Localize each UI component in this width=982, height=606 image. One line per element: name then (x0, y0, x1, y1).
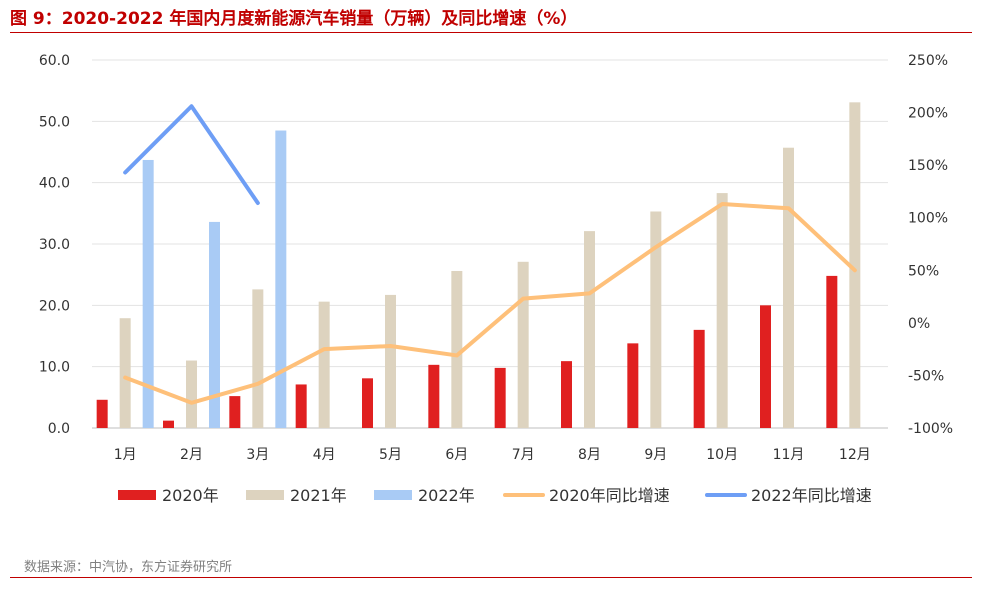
category-label: 7月 (512, 447, 535, 463)
bar-2020年 (561, 361, 572, 428)
bar-2020年 (295, 384, 307, 428)
bar-2020年 (826, 275, 838, 428)
bar-2020年 (627, 343, 639, 428)
line-2022年同比增速 (123, 104, 260, 205)
right-axis-tick-label: -100% (908, 421, 953, 437)
legend-label: 2020年 (162, 486, 219, 505)
bar-2020年 (163, 420, 174, 428)
legend: 2020年 2021年 2022年 2020年同比增速 2022年同比增速 (118, 486, 872, 505)
category-label: 3月 (246, 447, 269, 463)
left-axis-tick-label: 0.0 (48, 421, 70, 437)
legend-label: 2021年 (290, 486, 347, 505)
bar-2021年 (451, 270, 463, 428)
left-axis-tick-label: 30.0 (39, 237, 70, 253)
bar-2020年 (760, 305, 771, 428)
axes: 0.0 10.0 20.0 30.0 40.0 50.0 60.0 -100% -50% 0% 50… (39, 53, 953, 463)
right-axis-tick-label: -50% (908, 368, 944, 384)
bar-2021年 (252, 289, 264, 428)
right-axis-tick-label: 100% (908, 211, 948, 227)
category-label: 6月 (445, 447, 468, 463)
category-label: 2月 (180, 447, 203, 463)
legend-label: 2022年 (418, 486, 475, 505)
left-axis-tick-label: 60.0 (39, 53, 70, 69)
bar-2021年 (385, 294, 396, 428)
left-axis-tick-label: 20.0 (39, 298, 70, 314)
bar-2021年 (186, 360, 197, 428)
bar-2020年 (96, 399, 108, 428)
category-label: 8月 (578, 447, 601, 463)
line-2020年同比增速 (123, 202, 857, 405)
bar-2021年 (650, 211, 662, 428)
bar-2021年 (716, 193, 728, 428)
bar-2021年 (119, 318, 131, 428)
bar-2021年 (783, 147, 794, 428)
bar-2020年 (362, 378, 373, 428)
bar-2021年 (318, 301, 330, 428)
right-axis-tick-label: 250% (908, 53, 948, 69)
chart-title: 图 9：2020-2022 年国内月度新能源汽车销量（万辆）及同比增速（%） (10, 9, 578, 29)
bar-2020年 (229, 396, 241, 428)
gridlines (92, 59, 888, 429)
bar-2022年 (142, 159, 154, 428)
legend-swatch (118, 490, 156, 500)
footer-divider (10, 577, 972, 578)
category-label: 10月 (706, 447, 738, 463)
lines (123, 104, 857, 405)
bar-2021年 (584, 231, 595, 428)
left-axis-tick-label: 10.0 (39, 360, 70, 376)
legend-label: 2022年同比增速 (751, 486, 872, 505)
category-label: 5月 (379, 447, 402, 463)
category-label: 9月 (644, 447, 667, 463)
bar-2020年 (428, 364, 440, 428)
right-axis-tick-label: 0% (908, 316, 930, 332)
right-axis-tick-label: 150% (908, 158, 948, 174)
right-axis-tick-label: 200% (908, 106, 948, 122)
legend-label: 2020年同比增速 (549, 486, 670, 505)
bar-2020年 (494, 367, 506, 428)
left-axis-tick-label: 50.0 (39, 114, 70, 130)
bar-2021年 (849, 102, 861, 428)
category-label: 4月 (313, 447, 336, 463)
data-source-note: 数据来源：中汽协，东方证券研究所 (24, 560, 233, 575)
legend-swatch (246, 490, 284, 500)
bar-2021年 (517, 261, 529, 428)
bar-2020年 (693, 329, 705, 428)
bar-2022年 (209, 221, 220, 428)
category-label: 11月 (773, 447, 805, 463)
right-axis-tick-label: 50% (908, 263, 939, 279)
category-label: 1月 (114, 447, 137, 463)
left-axis-tick-label: 40.0 (39, 176, 70, 192)
category-label: 12月 (839, 447, 871, 463)
legend-swatch (374, 490, 412, 500)
title-divider (10, 32, 972, 33)
bars (96, 102, 861, 429)
bar-2022年 (275, 130, 287, 429)
